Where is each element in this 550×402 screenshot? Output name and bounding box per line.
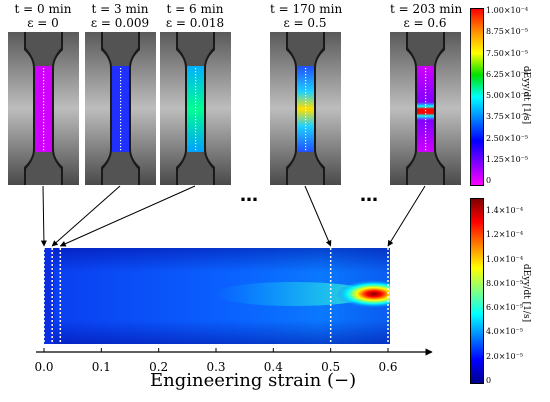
ellipsis-1: … [240, 185, 259, 206]
top-colorbar-tick-label: 8.75×10⁻⁵ [486, 27, 529, 37]
x-axis-tick-label: 0.3 [206, 360, 226, 374]
bottom-colorbar-tick-label: 0 [486, 376, 492, 385]
bottom-colorbar-tick-label: 1.4×10⁻⁴ [486, 206, 524, 215]
top-colorbar-tick-label: 2.50×10⁻⁵ [486, 133, 529, 143]
top-colorbar-tick-label: 7.50×10⁻⁵ [486, 48, 529, 58]
frame-strain-label: ε = 0 [27, 16, 59, 30]
frame-connector-arrow [387, 185, 426, 247]
bottom-colorbar [470, 198, 484, 384]
frame-connector-arrow [51, 185, 121, 247]
ellipsis-2: … [360, 185, 379, 206]
strain-rate-heatmap [44, 248, 390, 344]
top-colorbar-tick-label: 3.75×10⁻⁵ [486, 112, 529, 122]
top-colorbar-tick-label: 1.25×10⁻⁵ [486, 154, 529, 164]
bottom-colorbar-tick-label: 8.0×10⁻⁵ [486, 278, 524, 288]
frame-strain-label: ε = 0.5 [283, 16, 327, 30]
frame-strain-label: ε = 0.018 [165, 16, 225, 30]
top-colorbar-tick-label: 1.00×10⁻⁴ [486, 6, 529, 15]
top-colorbar-tick-label: 0 [486, 176, 492, 185]
x-axis-tick-label: 0.6 [378, 360, 398, 374]
x-axis-title: Engineering strain (−) [150, 370, 357, 391]
frame-time-label: t = 170 min [270, 2, 343, 16]
frame-connector-arrow [40, 185, 47, 247]
frame-connector-arrow [59, 185, 196, 247]
top-colorbar-tick-label: 5.00×10⁻⁵ [486, 91, 529, 100]
specimen-image [160, 32, 231, 185]
x-axis-tick-label: 0.2 [149, 360, 169, 374]
frame-connector-arrow [304, 185, 332, 247]
specimen-image [8, 32, 79, 185]
bottom-colorbar-tick-label: 1.2×10⁻⁴ [486, 230, 524, 240]
frame-time-label: t = 203 min [390, 2, 463, 16]
bottom-colorbar-tick-label: 2.0×10⁻⁵ [486, 351, 524, 361]
specimen-image [85, 32, 156, 185]
x-axis-tick-label: 0.0 [34, 360, 54, 374]
top-colorbar-tick-label: 6.25×10⁻⁵ [486, 69, 529, 79]
bottom-colorbar-tick-label: 1.0×10⁻⁴ [486, 254, 524, 264]
top-colorbar [470, 8, 484, 186]
frame-strain-label: ε = 0.6 [403, 16, 447, 30]
frame-time-label: t = 6 min [166, 2, 224, 16]
frame-time-label: t = 0 min [14, 2, 72, 16]
bottom-colorbar-tick-label: 6.0×10⁻⁵ [486, 303, 524, 313]
frame-strain-label: ε = 0.009 [90, 16, 150, 30]
x-axis-tick-label: 0.5 [321, 360, 341, 374]
x-axis-tick-label: 0.1 [91, 360, 111, 374]
frame-time-label: t = 3 min [91, 2, 149, 16]
x-axis-tick-label: 0.4 [263, 360, 283, 374]
specimen-image [390, 32, 461, 185]
bottom-colorbar-tick-label: 4.0×10⁻⁵ [486, 327, 524, 337]
specimen-image [270, 32, 341, 185]
